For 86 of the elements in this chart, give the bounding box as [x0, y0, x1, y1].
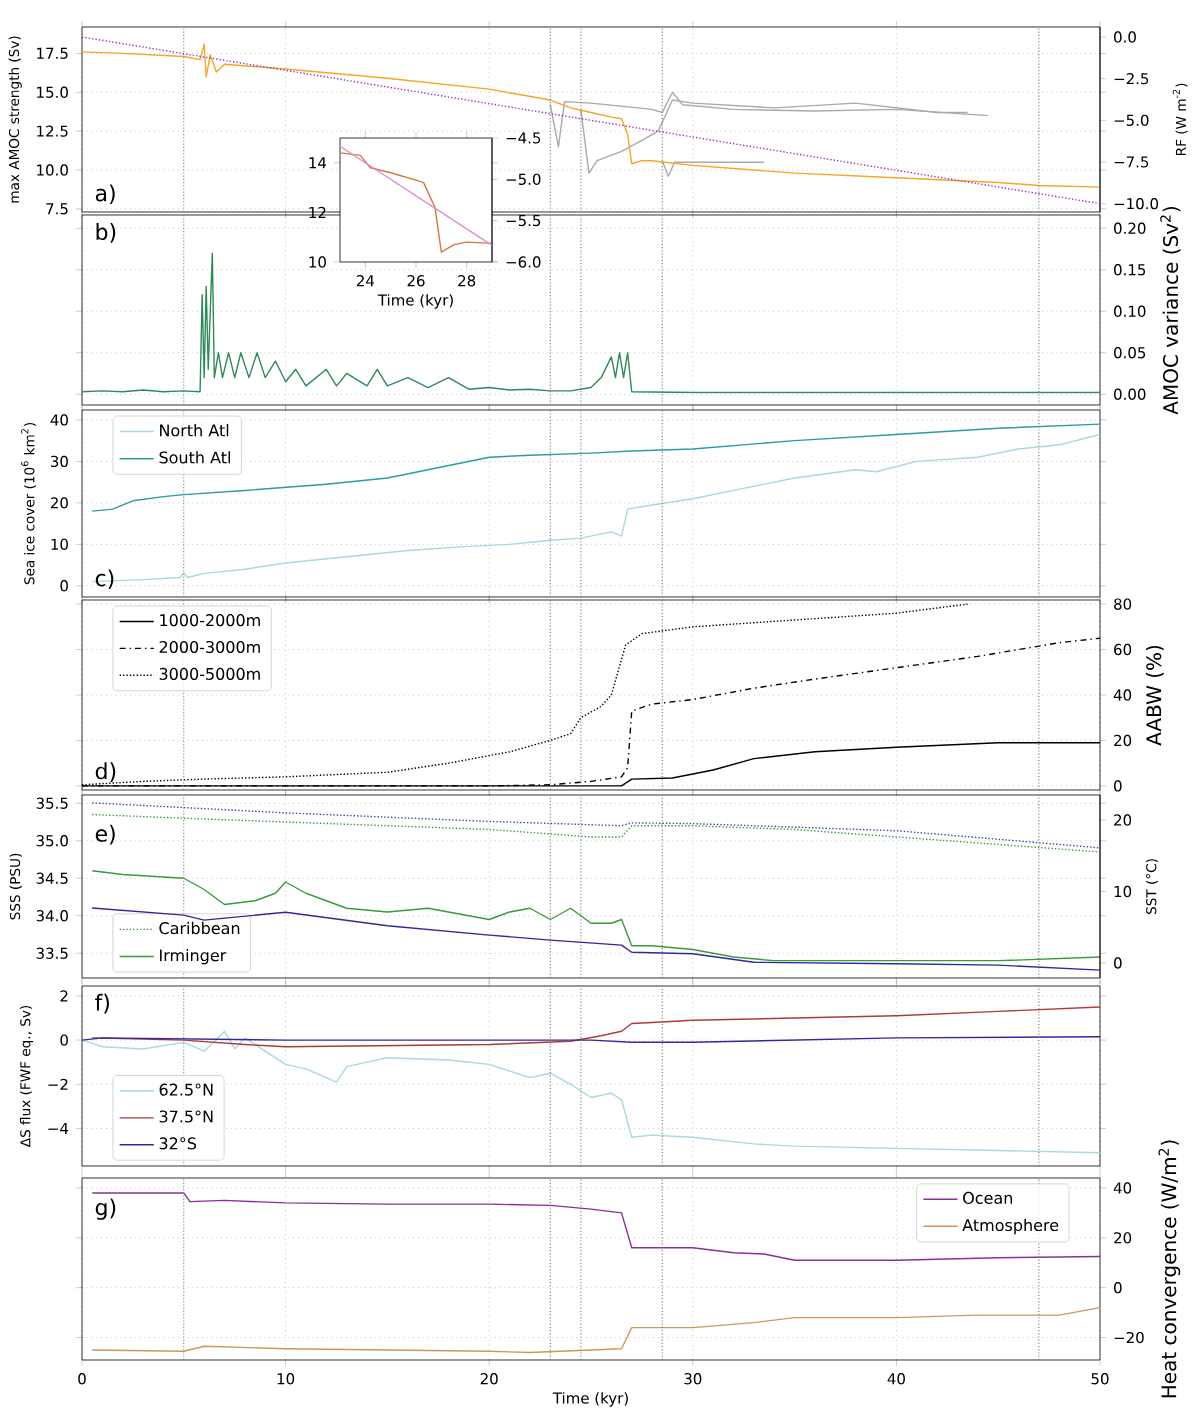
legend-label: North Atl [160, 424, 229, 437]
y-tick-label: 35.0 [36, 835, 68, 847]
y2-tick-label: 0.00 [1114, 388, 1146, 400]
y2-tick-label: 60 [1114, 643, 1132, 656]
x-axis-title: Time (kyr) [552, 1392, 628, 1407]
y2-axis-title: SST (°C) [1145, 859, 1158, 914]
y2-tick-label: −5.5 [506, 215, 541, 227]
y-tick-label: 2 [60, 990, 68, 1002]
y-tick-label: 15.0 [37, 86, 68, 98]
y-tick-label: 0 [60, 580, 68, 592]
y2-tick-label: −20 [1114, 1331, 1144, 1344]
y2-tick-label: 0.20 [1114, 222, 1146, 234]
y2-tick-label: 40 [1113, 1182, 1132, 1194]
y-tick-label: 34.0 [36, 910, 68, 922]
annotation: e) [95, 824, 115, 845]
y2-axis-title: AABW (%) [1145, 645, 1164, 746]
y2-tick-label: 20 [1114, 814, 1132, 826]
y2-tick-label: 0.05 [1114, 347, 1146, 359]
y2-tick-label: 0.10 [1114, 305, 1146, 317]
y2-tick-label: 10 [1114, 885, 1132, 898]
y-tick-label: 10 [309, 256, 326, 268]
y-tick-label: 17.5 [37, 47, 68, 59]
annotation: f) [95, 993, 109, 1014]
x-tick-label: 20 [480, 1373, 498, 1385]
y-tick-label: 35.5 [36, 797, 68, 809]
legend-label: Caribbean [159, 921, 240, 935]
x-tick-label: 40 [887, 1373, 905, 1385]
y-tick-label: 7.5 [46, 203, 68, 215]
annotation: g) [95, 1198, 116, 1220]
x-tick-label: 28 [458, 275, 476, 287]
y-axis-title: SSS (PSU) [9, 853, 22, 920]
y-tick-label: −4 [48, 1123, 69, 1134]
annotation: a) [95, 184, 115, 205]
y2-tick-label: 80 [1114, 598, 1132, 610]
annotation: b) [96, 223, 116, 243]
x-tick-label: 26 [407, 275, 425, 287]
legend-label: 3000-5000m [159, 667, 260, 680]
y2-tick-label: 20 [1114, 1232, 1132, 1244]
x-axis-title: Time (kyr) [377, 294, 453, 309]
legend-label: 62.5°N [159, 1083, 213, 1096]
y-tick-label: 34.5 [36, 872, 68, 884]
legend-label: 32°S [159, 1137, 197, 1150]
y-axis-title: Sea ice cover (10$^{6}$ km$^{2}$) [21, 423, 37, 585]
x-tick-label: 10 [277, 1373, 295, 1385]
y-tick-label: −2 [48, 1078, 68, 1090]
annotation: d) [95, 762, 116, 782]
x-tick-label: 30 [684, 1373, 702, 1385]
x-tick-label: 50 [1091, 1373, 1109, 1385]
y2-tick-label: 0 [1114, 957, 1122, 969]
annotation: c) [95, 569, 114, 589]
y-tick-label: 10 [51, 538, 68, 551]
y2-tick-label: −5.0 [506, 173, 541, 186]
y-tick-label: 33.5 [36, 947, 68, 959]
y2-tick-label: 20 [1114, 734, 1132, 747]
y-tick-label: 10.0 [37, 164, 68, 176]
y-tick-label: 20 [50, 497, 68, 509]
y-tick-label: 40 [50, 414, 68, 426]
y-tick-label: 12.5 [37, 125, 68, 137]
y2-axis-title: RF (W m$^{-2}$) [1172, 83, 1188, 155]
y2-tick-label: −7.5 [1114, 156, 1149, 168]
legend-label: Atmosphere [962, 1218, 1059, 1235]
y2-axis-title: AMOC variance (Sv$^{2}$) [1160, 206, 1181, 415]
y-axis-title: ΔS flux (FWF eq., Sv) [19, 1005, 34, 1148]
y-tick-label: 30 [50, 455, 68, 468]
legend-label: Irminger [160, 948, 227, 965]
x-tick-label: 0 [78, 1373, 86, 1385]
y-tick-label: 14 [309, 157, 327, 169]
legend-label: 37.5°N [159, 1110, 213, 1123]
y2-tick-label: 0.15 [1114, 264, 1146, 276]
y2-tick-label: 0.0 [1114, 31, 1136, 43]
y2-tick-label: 40 [1113, 689, 1132, 701]
legend-label: South Atl [159, 451, 230, 464]
x-tick-label: 24 [356, 275, 375, 287]
y2-tick-label: −6.0 [506, 256, 541, 268]
y2-tick-label: 0 [1114, 780, 1122, 792]
legend-label: 1000-2000m [160, 614, 260, 627]
y2-tick-label: −5.0 [1114, 114, 1149, 126]
y2-tick-label: 0 [1114, 1282, 1122, 1294]
y2-axis-title: Heat convergence (W/m$^{2}$) [1158, 1140, 1181, 1398]
y-tick-label: 0 [60, 1034, 68, 1046]
legend-label: Ocean [963, 1191, 1013, 1204]
y2-tick-label: −4.5 [506, 132, 541, 144]
y2-tick-label: −2.5 [1114, 72, 1149, 85]
y2-tick-label: −10.0 [1114, 197, 1159, 210]
y-axis-title: max AMOC strength (Sv) [8, 36, 22, 203]
legend-label: 2000-3000m [159, 640, 260, 654]
